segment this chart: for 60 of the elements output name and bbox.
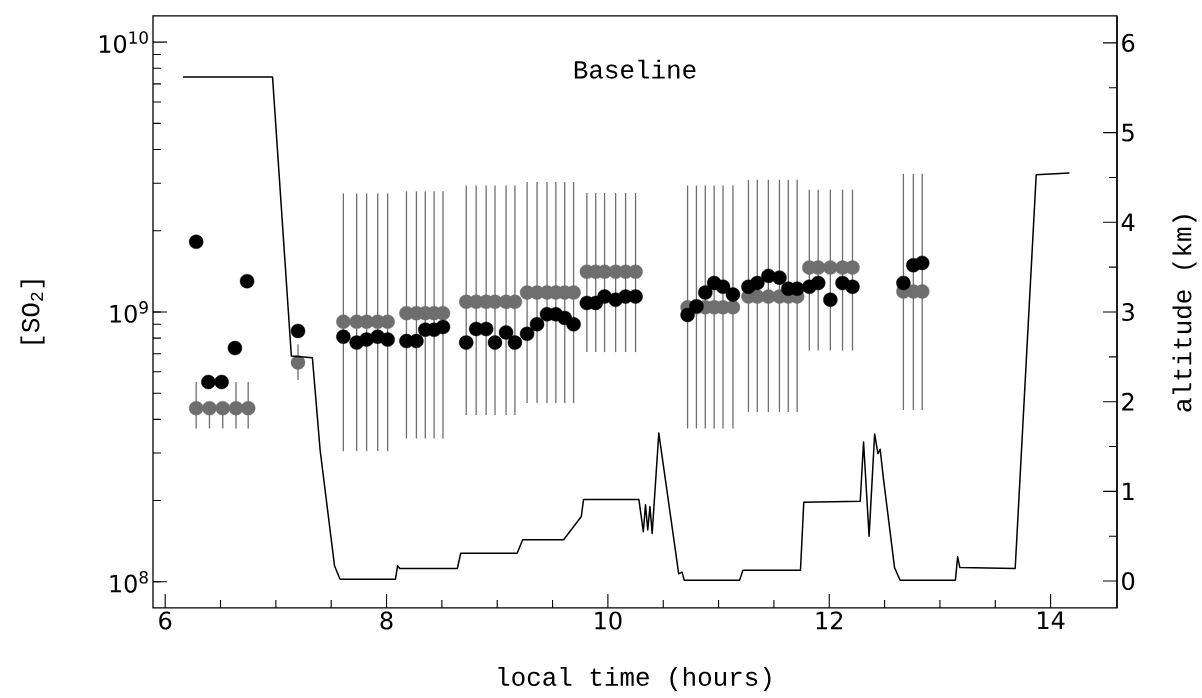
y2-axis-title: altitude (km) xyxy=(1172,215,1197,412)
y-tick-label: 10$^{8}$ xyxy=(110,570,148,593)
point xyxy=(725,287,741,302)
point xyxy=(380,314,395,329)
point xyxy=(227,340,243,356)
y-tick-label: 10$^{10}$ xyxy=(99,31,148,53)
y2-tick-label: 5 xyxy=(1122,123,1134,142)
x-tick-label: 14 xyxy=(1038,611,1065,629)
point xyxy=(915,284,930,299)
point xyxy=(507,335,523,350)
point xyxy=(896,275,911,291)
x-tick-label: 6 xyxy=(159,611,172,630)
point xyxy=(498,325,514,340)
y-axis-title: [SO$_{2}$] xyxy=(20,280,45,344)
point xyxy=(628,264,643,279)
point xyxy=(239,274,255,289)
point xyxy=(380,332,395,347)
point xyxy=(459,335,474,350)
point xyxy=(188,234,204,249)
point xyxy=(240,400,256,416)
y2-tick-label: 3 xyxy=(1122,302,1134,322)
point xyxy=(845,279,860,294)
point xyxy=(215,400,230,416)
point xyxy=(336,329,351,344)
y-tick-label: 10$^{9}$ xyxy=(110,301,148,323)
text: Baseline xyxy=(574,59,696,79)
point xyxy=(529,317,545,332)
point xyxy=(409,333,424,349)
x-tick-label: 10 xyxy=(595,611,622,630)
point xyxy=(628,289,643,304)
x-tick-label: 12 xyxy=(816,611,843,630)
x-tick-label: 8 xyxy=(380,611,393,630)
point xyxy=(845,260,860,275)
point xyxy=(290,355,306,370)
point xyxy=(214,374,229,390)
y2-tick-label: 1 xyxy=(1123,482,1134,501)
point xyxy=(810,275,826,291)
point xyxy=(201,374,216,390)
x-axis-title: local time (hours) xyxy=(498,666,771,692)
point xyxy=(435,319,451,335)
y2-tick-label: 0 xyxy=(1122,572,1135,591)
point xyxy=(202,400,217,416)
point xyxy=(188,400,204,416)
point xyxy=(823,292,838,307)
point xyxy=(487,335,503,350)
point xyxy=(566,317,581,332)
point xyxy=(290,323,306,339)
point xyxy=(519,326,535,341)
y2-tick-label: 4 xyxy=(1121,213,1135,231)
point xyxy=(228,400,244,416)
point xyxy=(715,279,731,294)
point xyxy=(698,285,713,300)
point xyxy=(680,307,695,323)
point xyxy=(750,275,765,291)
point xyxy=(336,314,351,329)
point xyxy=(915,255,930,271)
point xyxy=(772,270,787,285)
point xyxy=(823,260,838,275)
y2-tick-label: 6 xyxy=(1122,33,1135,52)
y2-tick-label: 2 xyxy=(1122,392,1134,411)
